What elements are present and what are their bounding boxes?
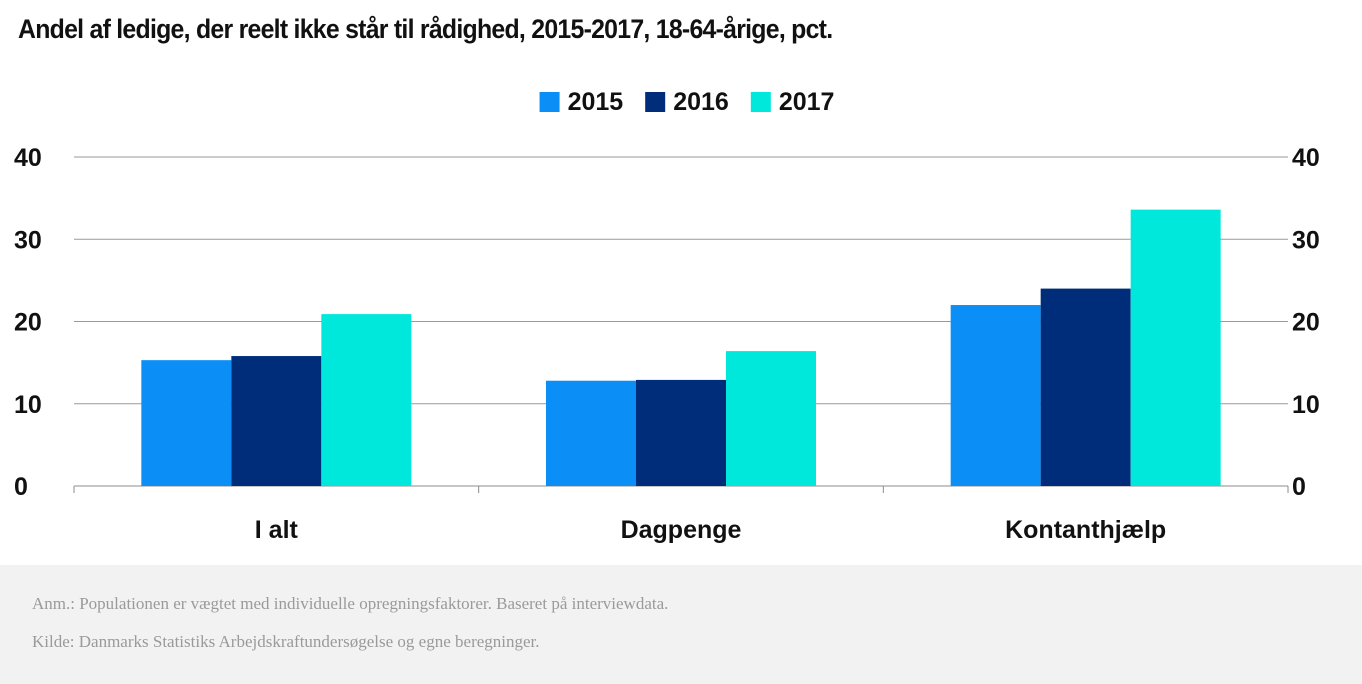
bar-2017-dagpenge xyxy=(726,351,816,486)
legend-label: 2017 xyxy=(779,88,835,116)
bar-chart: 0 0 10 10 20 20 30 30 40 40 I alt Dagpenge Kontanthj… xyxy=(14,88,1320,544)
legend-swatch-2017 xyxy=(750,92,771,112)
y2-tick-label: 30 xyxy=(1292,226,1320,254)
y2-tick-label: 40 xyxy=(1292,144,1320,172)
x-category-label: I alt xyxy=(255,516,299,544)
legend-swatch-2015 xyxy=(539,92,560,112)
bar-2016-i-alt xyxy=(231,356,322,486)
y-tick-label: 10 xyxy=(14,391,42,419)
y2-tick-label: 20 xyxy=(1292,309,1320,337)
chart-footer: Anm.: Populationen er vægtet med individ… xyxy=(0,565,1362,684)
legend-swatch-2016 xyxy=(645,92,666,112)
bar-2015-i-alt xyxy=(141,360,232,486)
y2-tick-label: 0 xyxy=(1292,473,1306,501)
y-tick-label: 0 xyxy=(14,473,28,501)
chart-title: Andel af ledige, der reelt ikke står til… xyxy=(18,14,833,44)
x-category-label: Dagpenge xyxy=(621,516,742,544)
bar-2015-kontanthjælp xyxy=(950,305,1041,486)
footer-source: Kilde: Danmarks Statistiks Arbejdskraftu… xyxy=(32,632,540,651)
bar-2015-dagpenge xyxy=(546,380,636,486)
bar-2016-kontanthjælp xyxy=(1040,288,1131,486)
y-tick-label: 30 xyxy=(14,226,42,254)
footer-note: Anm.: Populationen er vægtet med individ… xyxy=(32,594,669,613)
bar-2017-i-alt xyxy=(321,314,412,486)
bar-2016-dagpenge xyxy=(636,379,726,486)
legend-label: 2016 xyxy=(673,88,729,116)
y-tick-label: 20 xyxy=(14,309,42,337)
y2-tick-label: 10 xyxy=(1292,391,1320,419)
x-category-label: Kontanthjælp xyxy=(1005,516,1166,544)
legend-label: 2015 xyxy=(568,88,624,116)
bar-2017-kontanthjælp xyxy=(1130,209,1221,486)
y-tick-label: 40 xyxy=(14,144,42,172)
